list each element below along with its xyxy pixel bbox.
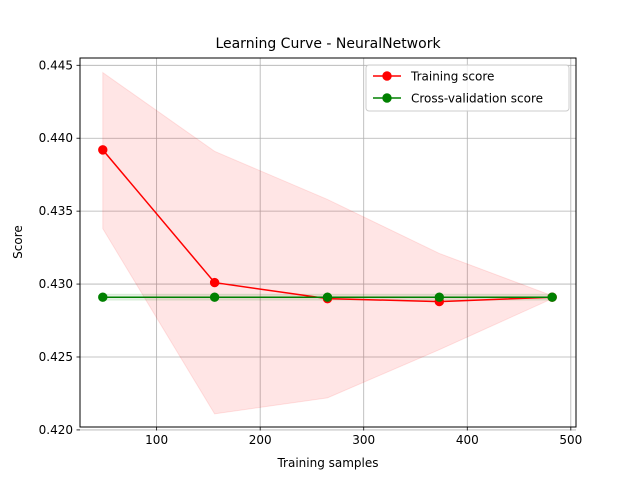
y-axis-ticks: 0.420 0.425 0.430 0.435 0.440 0.445 <box>39 58 80 437</box>
plot-background <box>80 58 576 427</box>
chart-title: Learning Curve - NeuralNetwork <box>215 36 441 52</box>
training-score-point <box>98 145 108 155</box>
cross-validation-score-point <box>98 292 108 302</box>
training-score-legend-marker <box>382 71 392 81</box>
x-axis-label: Training samples <box>276 456 378 470</box>
legend-items: Training score Cross-validation score <box>373 70 543 106</box>
y-tick-label: 0.435 <box>39 204 73 218</box>
legend-box <box>365 64 570 112</box>
y-tick-label: 0.425 <box>39 350 73 364</box>
grid <box>80 58 576 431</box>
x-tick-label: 200 <box>249 433 272 447</box>
x-tick-label: 100 <box>145 433 168 447</box>
cross-validation-score-point <box>434 292 445 302</box>
y-tick-label: 0.430 <box>39 277 73 291</box>
x-tick-label: 400 <box>456 433 479 447</box>
x-tick-label: 300 <box>352 433 375 447</box>
x-tick-label: 500 <box>559 433 582 447</box>
cross-validation-score-point <box>322 292 333 302</box>
y-axis-label: Score <box>11 225 25 259</box>
cross-validation-score-point <box>209 292 220 302</box>
training-score-legend-label: Training score <box>410 70 494 84</box>
training-score-point <box>209 277 220 288</box>
cross-validation-score-legend-marker <box>382 93 392 103</box>
cross-validation-score-point <box>547 292 557 302</box>
x-axis-ticks: 100 200 300 400 500 <box>145 427 582 447</box>
cross-validation-score-series <box>98 292 557 302</box>
y-tick-label: 0.440 <box>39 131 73 145</box>
plot-frame <box>79 57 577 428</box>
plot-area: 100 200 300 400 500 0.420 0.425 0.430 0.435 0.44… <box>39 57 582 447</box>
y-tick-label: 0.445 <box>39 58 73 72</box>
series-layer <box>98 145 557 307</box>
legend: Training score Cross-validation score <box>365 64 570 112</box>
y-tick-label: 0.420 <box>39 423 73 437</box>
cross-validation-score-legend-label: Cross-validation score <box>411 92 543 106</box>
